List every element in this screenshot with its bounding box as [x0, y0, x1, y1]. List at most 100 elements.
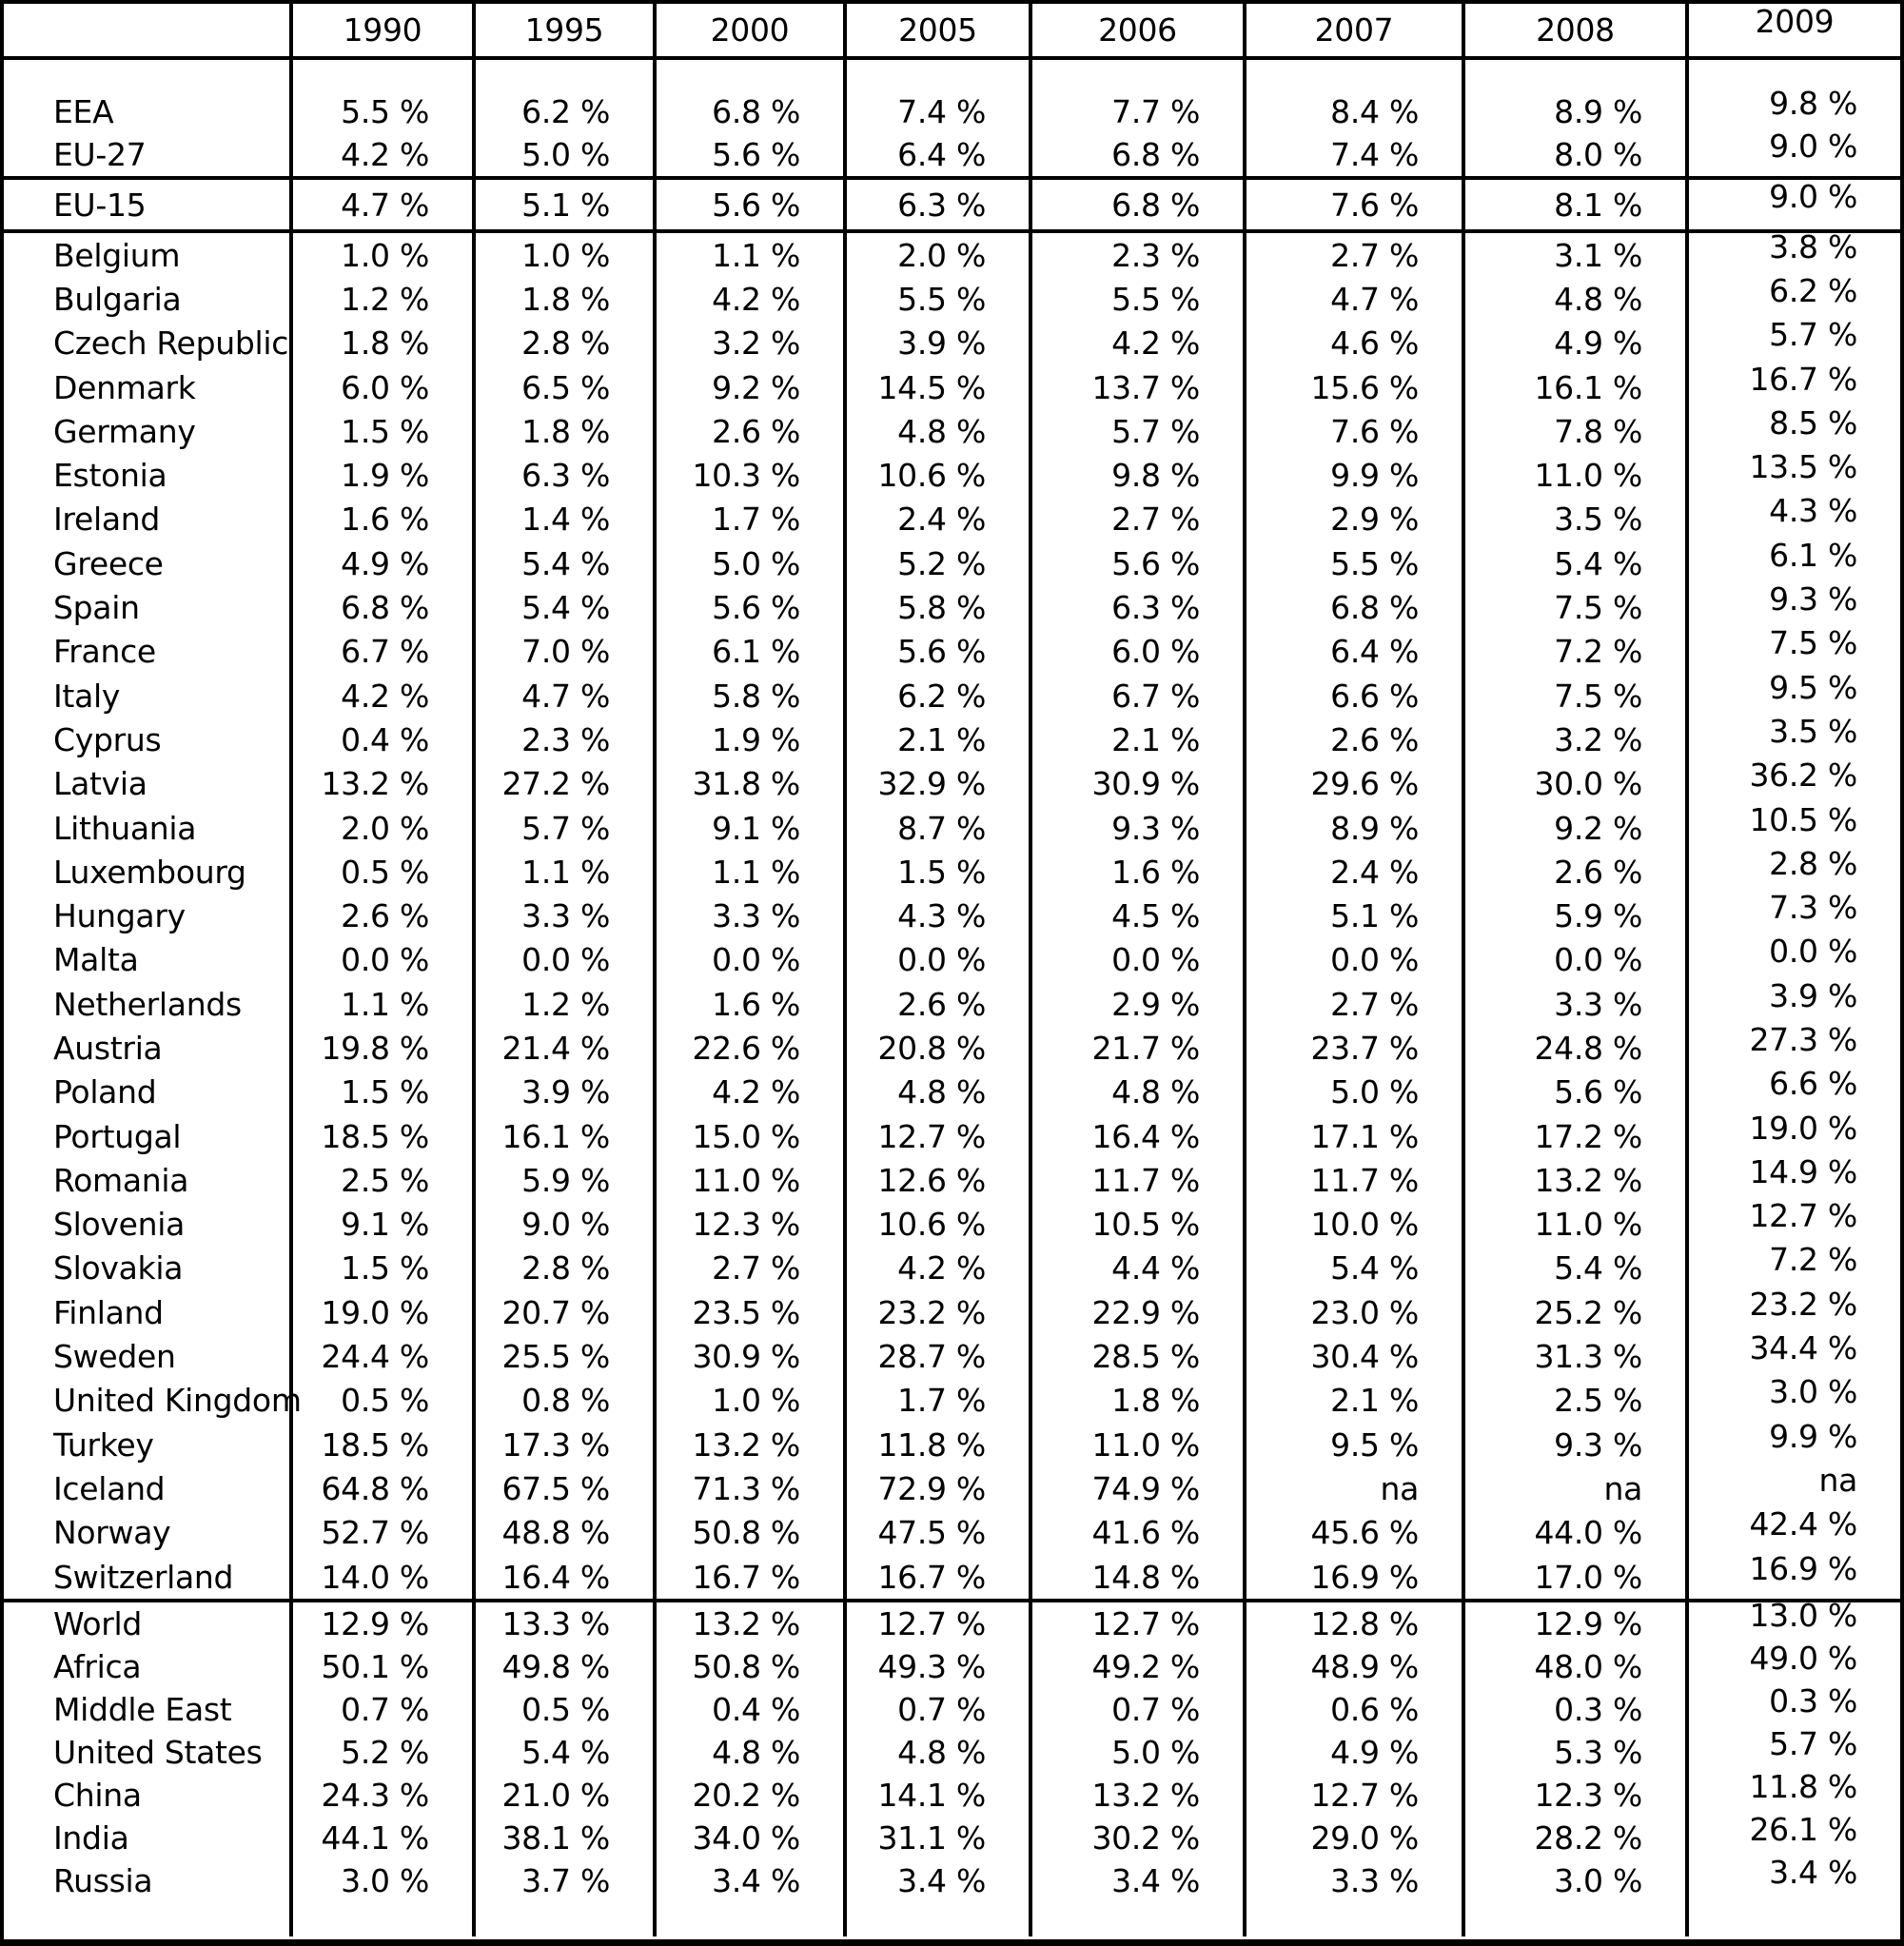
value-cell: 5.6 % [653, 133, 843, 176]
cell-value: 16.4 % [1091, 1117, 1200, 1155]
value-cell: 24.4 % [289, 1334, 472, 1379]
cell-value: 2.7 % [1111, 501, 1200, 539]
cell-value: 13.2 % [1091, 1777, 1200, 1815]
cell-value: 17.2 % [1534, 1117, 1642, 1155]
cell-value: 71.3 % [692, 1469, 800, 1507]
column-header-text: 2009 [1755, 3, 1835, 40]
value-cell: 3.4 % [843, 1859, 1029, 1903]
value-cell: 3.0 % [1462, 1859, 1685, 1903]
value-cell: 7.2 % [1685, 1241, 1900, 1291]
cell-value: 1.0 % [712, 1382, 800, 1420]
value-cell: 0.6 % [1243, 1688, 1462, 1732]
value-cell: 21.4 % [472, 1026, 653, 1071]
value-cell: 16.7 % [653, 1554, 843, 1600]
value-cell: 11.8 % [843, 1423, 1029, 1467]
cell-value: 5.6 % [712, 589, 800, 627]
cell-value: 16.4 % [501, 1558, 610, 1596]
cell-value: 2.4 % [1330, 853, 1419, 891]
year-column-header: 2007 [1243, 4, 1462, 56]
cell-value: 14.9 % [1749, 1152, 1857, 1190]
value-cell: 6.3 % [472, 453, 653, 498]
cell-value: 0.5 % [341, 1382, 429, 1420]
value-cell: 27.2 % [472, 761, 653, 806]
row-label-cell: Greece [4, 541, 289, 585]
value-cell: 5.5 % [1029, 277, 1243, 322]
cell-value: 45.6 % [1310, 1514, 1419, 1552]
cell-value: 50.8 % [692, 1514, 800, 1552]
cell-value: 29.0 % [1310, 1819, 1419, 1858]
value-cell: 4.8 % [653, 1731, 843, 1775]
spacer-cell [4, 1902, 289, 1936]
cell-value: 4.8 % [1554, 280, 1642, 318]
table-section: EU-15 4.7 % 5.1 % 5.6 % 6.3 % 6.8 % 7.6 % 8.1 %… [4, 176, 1900, 229]
row-label-cell: United Kingdom [4, 1379, 302, 1423]
cell-value: 44.0 % [1534, 1514, 1642, 1552]
cell-value: 6.3 % [1111, 589, 1200, 627]
cell-value: 2.6 % [897, 985, 986, 1023]
value-cell: 29.6 % [1243, 761, 1462, 806]
spacer-cell [843, 1902, 1029, 1937]
value-cell: 18.5 % [289, 1113, 472, 1159]
cell-value: 72.9 % [877, 1469, 986, 1507]
value-cell: 2.4 % [1243, 850, 1462, 894]
value-cell: 8.7 % [843, 805, 1029, 851]
cell-value: 8.5 % [1769, 403, 1857, 442]
cell-value: 3.7 % [521, 1862, 610, 1900]
value-cell: 3.1 % [1462, 233, 1685, 278]
value-cell: 4.8 % [1462, 277, 1685, 322]
value-cell: 17.0 % [1462, 1554, 1685, 1600]
spacer-cell [843, 60, 1029, 90]
value-cell: 47.5 % [843, 1510, 1029, 1555]
value-cell: 6.8 % [653, 90, 843, 133]
value-cell: 1.6 % [289, 497, 472, 542]
row-label-cell: Russia [4, 1859, 289, 1902]
value-cell: 5.6 % [1029, 541, 1243, 586]
cell-value: 8.9 % [1330, 809, 1419, 847]
value-cell: 5.5 % [289, 90, 472, 133]
value-cell: 11.0 % [1462, 1202, 1685, 1247]
value-cell: 4.6 % [1243, 321, 1462, 365]
cell-value: 9.0 % [1769, 128, 1857, 165]
cell-value: 0.7 % [341, 1691, 429, 1729]
row-label-cell: China [4, 1774, 289, 1817]
value-cell: 13.3 % [472, 1602, 653, 1646]
table-section: Belgium 1.0 % 1.0 % 1.1 % 2.0 % 2.3 % 2.7 % 3.1… [4, 227, 1900, 1600]
value-cell: 12.3 % [653, 1202, 843, 1247]
value-cell: 30.2 % [1029, 1817, 1243, 1860]
value-cell: 12.7 % [1685, 1197, 1900, 1247]
value-cell: 9.9 % [1685, 1418, 1900, 1467]
value-cell: 2.6 % [1462, 850, 1685, 894]
value-cell: 0.0 % [1685, 933, 1900, 983]
cell-value: 30.0 % [1534, 765, 1642, 803]
cell-value: 49.3 % [877, 1648, 986, 1686]
cell-value: 5.7 % [1111, 412, 1200, 450]
cell-value: 9.3 % [1111, 809, 1200, 847]
cell-value: 7.6 % [1330, 412, 1419, 450]
cell-value: 4.8 % [897, 1073, 986, 1111]
cell-value: 6.3 % [521, 457, 610, 495]
value-cell: 2.8 % [1685, 845, 1900, 894]
cell-value: 4.7 % [341, 186, 429, 224]
cell-value: 74.9 % [1091, 1469, 1200, 1507]
cell-value: 3.8 % [1769, 227, 1857, 265]
value-cell: 0.3 % [1685, 1682, 1900, 1732]
value-cell: 2.8 % [472, 1246, 653, 1291]
value-cell: 71.3 % [653, 1466, 843, 1511]
cell-value: 3.0 % [341, 1862, 429, 1900]
value-cell: 13.2 % [1462, 1158, 1685, 1203]
value-cell: 13.2 % [653, 1423, 843, 1467]
spacer-cell [1685, 60, 1900, 90]
row-label: Turkey [53, 1425, 154, 1464]
value-cell: 9.5 % [1243, 1423, 1462, 1467]
cell-value: 2.1 % [897, 720, 986, 758]
value-cell: 6.7 % [289, 629, 472, 674]
cell-value: 7.7 % [1111, 93, 1200, 130]
column-header-text: 2008 [1536, 11, 1615, 49]
cell-value: 3.9 % [1769, 976, 1857, 1014]
row-label: EU-27 [53, 136, 147, 173]
cell-value: 7.2 % [1554, 633, 1642, 671]
cell-value: 4.9 % [1330, 1734, 1419, 1772]
value-cell: 2.9 % [1243, 497, 1462, 542]
value-cell: 5.4 % [1243, 1246, 1462, 1291]
